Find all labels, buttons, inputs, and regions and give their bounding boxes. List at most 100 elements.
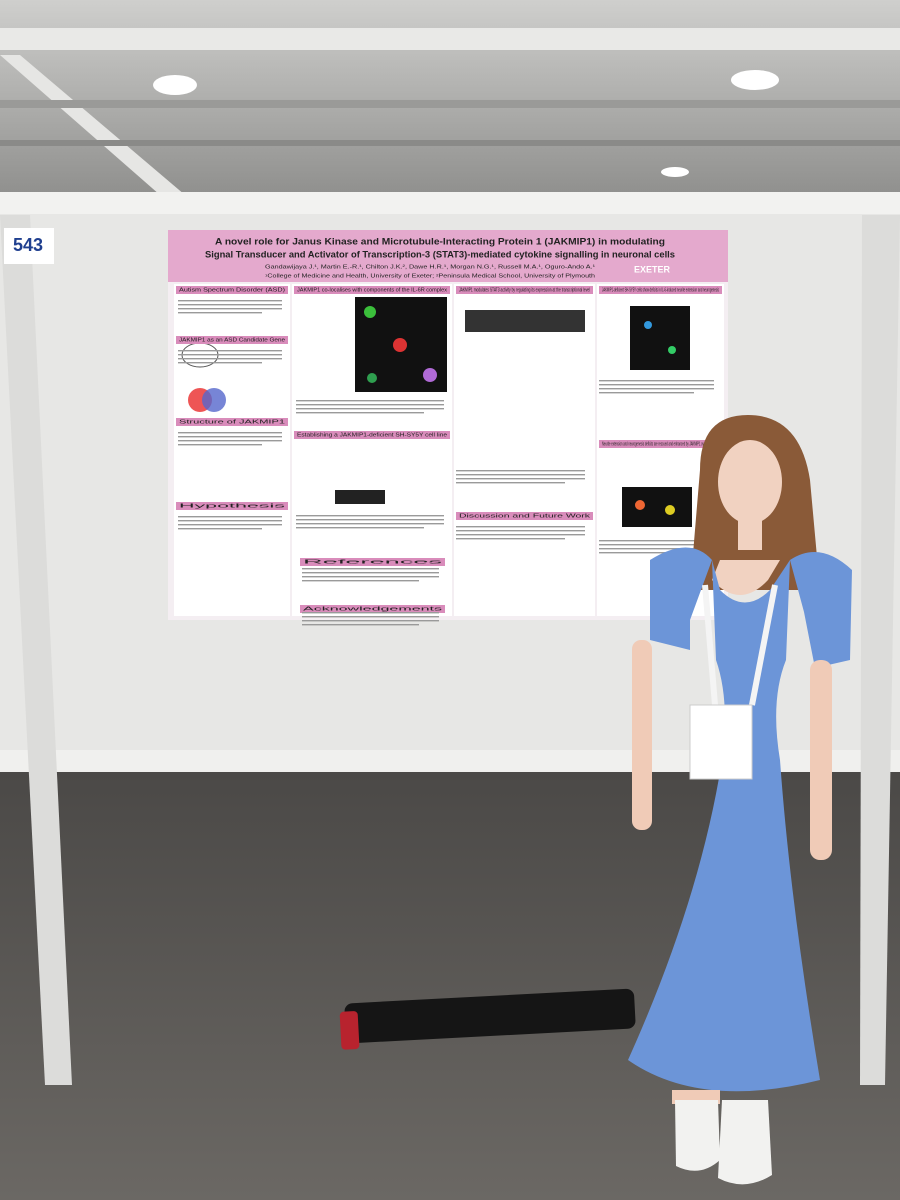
section-heading: JAKMIP1 modulates STAT3 activity by regu… [459,288,590,294]
venn [202,388,226,412]
logo: EXETER [634,264,671,274]
section-heading: JAKMIP1 as an ASD Candidate Gene [179,338,285,344]
section-heading: Autism Spectrum Disorder (ASD) [179,288,285,294]
micrograph-cell [644,321,652,329]
text-line [456,482,565,484]
text-line [296,400,444,402]
text-line [178,432,282,434]
text-line [178,350,282,352]
text-line [599,388,714,390]
micrograph-cell [367,373,377,383]
text-line [456,530,585,532]
section-heading-bar [176,286,288,294]
text-line [178,358,282,360]
text-line [302,612,439,614]
text-line [296,408,444,410]
text-line [296,523,444,525]
micrograph-cell [668,346,676,354]
micrograph-cell [364,306,376,318]
badge [689,704,753,780]
text-line [302,624,419,626]
micrograph-cell [423,368,437,382]
section-heading-bar [176,418,288,426]
text-line [599,384,714,386]
text-line [599,552,694,554]
micrograph-cell [635,500,645,510]
text-line [296,412,424,414]
text-line [178,308,282,310]
text-line [599,540,714,542]
text-line [178,524,282,526]
section-heading: Discussion and Future Work [459,514,591,520]
section-heading: Hypothesis [179,504,287,510]
text-line [302,576,439,578]
poster-header [168,230,728,282]
truss [0,140,900,146]
neck [738,520,762,550]
text-line [296,404,444,406]
section-heading-bar [300,558,445,566]
column [454,284,595,616]
text-line [456,526,585,528]
text-line [178,354,282,356]
section-heading: JAKMIP1 co-localises with components of … [297,288,447,294]
light [153,75,197,95]
truss [0,100,900,108]
text-line [456,534,585,536]
poster-tube [344,988,636,1044]
section-heading-bar [599,440,722,448]
text-line [178,362,262,364]
poster-affiliations: ¹College of Medicine and Health, Univers… [265,273,595,279]
beam [0,28,900,50]
text-line [296,515,444,517]
section-heading-bar [300,605,445,613]
shoe [675,1100,720,1171]
poster-title: Signal Transducer and Activator of Trans… [205,249,675,259]
lanyard [702,584,718,706]
text-line [456,478,585,480]
board-frame [0,192,900,214]
shoe [718,1100,772,1185]
micrograph [630,306,690,370]
section-heading-bar [176,336,288,344]
text-line [456,474,585,476]
micrograph [622,487,692,527]
text-line [302,620,439,622]
text-line [178,304,282,306]
post [860,215,900,1085]
text-line [178,312,262,314]
text-line [302,572,439,574]
section-heading-bar [176,502,288,510]
face [718,440,782,524]
section-heading-bar [456,512,593,520]
text-line [178,300,282,302]
dress [628,547,852,1092]
arm [810,660,832,860]
person [628,415,852,1185]
section-heading: Establishing a JAKMIP1-deficient SH-SY5Y… [297,433,447,439]
beam [0,55,185,195]
text-line [178,520,282,522]
section-heading-bar [294,286,450,294]
text-line [599,544,714,546]
light [731,70,779,90]
section-heading: JAKMIP1-deficient SH-SY5Y cells show def… [602,288,719,294]
board-number: 543 [13,235,43,255]
poster-authors: Gandawijaya J.¹, Martin E.-R.¹, Chilton … [265,264,595,270]
section-heading: Structure of JAKMIP1 [179,420,285,426]
lanyard [749,584,778,706]
blot [335,490,385,504]
poster-title: A novel role for Janus Kinase and Microt… [215,236,665,246]
text-line [178,516,282,518]
section-heading: References [303,560,444,566]
text-line [599,380,714,382]
column [174,284,290,616]
text-line [178,528,262,530]
section-heading: Neurite extension and neurogenesis defic… [602,442,719,448]
micrograph-cell [665,505,675,515]
micrograph-cell [393,338,407,352]
text-line [599,392,694,394]
text-line [178,444,262,446]
blot [465,310,585,332]
